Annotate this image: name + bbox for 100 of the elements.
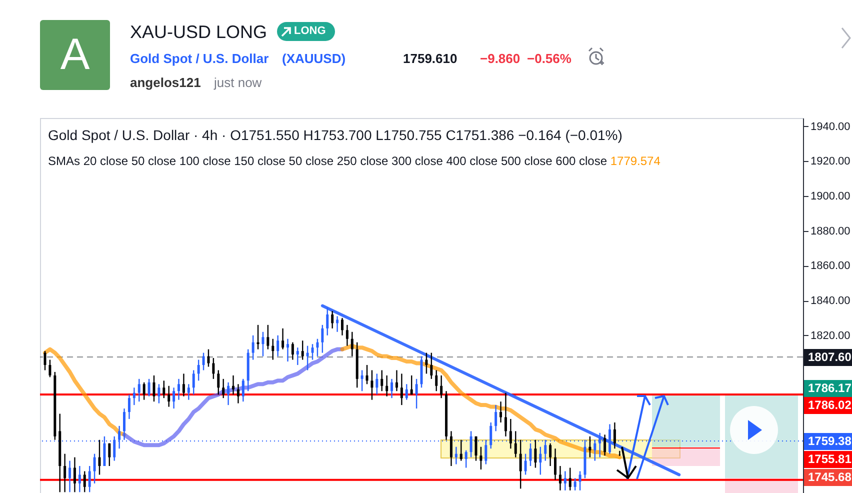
- candlestick: [405, 384, 408, 400]
- text: Gold Spot / U.S. Dollar: [130, 51, 269, 66]
- candlestick: [494, 404, 498, 432]
- text: 1786.17: [804, 380, 852, 397]
- candlestick: [390, 378, 394, 399]
- candlestick: [311, 343, 314, 360]
- candlestick: [44, 350, 46, 371]
- candlestick: [282, 328, 284, 350]
- candlestick: [509, 418, 512, 450]
- candlestick: [48, 359, 52, 378]
- candlestick: [430, 352, 433, 380]
- candlestick: [450, 430, 452, 467]
- text: XAU-USD LONG: [130, 22, 268, 43]
- y-tick-label: 1900.00: [810, 190, 850, 203]
- candlestick: [217, 370, 220, 396]
- candlestick: [132, 387, 136, 406]
- candlestick: [152, 374, 156, 402]
- ref-line-label: 1759.38: [804, 432, 852, 450]
- candlestick: [73, 456, 76, 493]
- candlestick: [192, 370, 195, 396]
- candlestick: [266, 324, 270, 350]
- candlestick: [386, 374, 388, 397]
- candlestick: [236, 384, 240, 404]
- candlestick: [539, 446, 542, 476]
- candlestick: [568, 467, 572, 491]
- candlestick: [395, 370, 398, 392]
- candlestick: [574, 478, 576, 491]
- y-tick-label: 1840.00: [810, 295, 850, 308]
- candlestick: [558, 465, 562, 491]
- text: 1755.81: [804, 451, 852, 468]
- candlestick: [549, 442, 552, 467]
- candlestick: [519, 439, 522, 490]
- text: 1759.610: [403, 51, 458, 66]
- annotation: 1779.574: [609, 154, 660, 168]
- candlestick: [440, 374, 443, 399]
- candlestick: [588, 436, 592, 458]
- candlestick: [291, 342, 294, 360]
- candlestick: [376, 373, 378, 396]
- candlestick: [366, 364, 368, 385]
- candlestick: [410, 374, 413, 396]
- candlestick: [464, 450, 468, 468]
- candlestick: [178, 378, 180, 400]
- candlestick: [128, 394, 130, 420]
- text: angelos121: [130, 75, 201, 90]
- text: 1745.68: [804, 469, 852, 486]
- candlestick: [123, 408, 126, 440]
- candlestick: [172, 387, 176, 410]
- candlestick: [182, 373, 185, 397]
- candlestick: [331, 310, 334, 330]
- candlestick: [242, 378, 244, 402]
- candlestick: [435, 370, 438, 392]
- candlestick: [93, 453, 96, 484]
- candlestick: [326, 306, 329, 336]
- candlestick: [227, 382, 230, 406]
- text: (XAUUSD): [282, 51, 346, 66]
- candlestick: [212, 357, 215, 380]
- candlestick: [350, 331, 354, 357]
- candlestick: [316, 338, 319, 357]
- text: −0.56%: [527, 51, 572, 66]
- ref-line-label: 1807.60: [804, 348, 852, 366]
- candlestick: [142, 382, 146, 400]
- text: −9.860: [480, 51, 520, 66]
- candlestick: [460, 439, 462, 462]
- candlestick: [346, 324, 348, 346]
- candlestick: [500, 400, 502, 424]
- y-tick-label: 1880.00: [810, 225, 850, 238]
- candlestick: [618, 450, 621, 457]
- candlestick: [187, 384, 190, 400]
- candlestick: [454, 446, 458, 465]
- candlestick: [480, 446, 482, 470]
- avatar-icon: A: [40, 20, 110, 90]
- candlestick: [168, 385, 170, 408]
- text: Gold Spot / U.S. Dollar · 4h · O1751.550 H1753.700 L1750.755 C1751.386 −0.164 (−0.01%): [48, 127, 622, 143]
- candlestick: [222, 378, 225, 399]
- candlestick: [296, 346, 299, 366]
- text: LONG: [294, 25, 326, 37]
- candlestick: [370, 370, 374, 400]
- candlestick: [534, 439, 537, 468]
- y-tick-label: 1820.00: [810, 330, 850, 342]
- candlestick: [504, 392, 507, 437]
- candlestick: [604, 434, 606, 456]
- candlestick: [232, 374, 234, 396]
- candlestick: [148, 378, 150, 397]
- candlestick: [262, 331, 264, 357]
- candlestick: [197, 359, 200, 382]
- candlestick: [78, 465, 81, 493]
- candlestick: [207, 348, 210, 368]
- candlestick: [380, 370, 384, 392]
- candlestick: [608, 424, 611, 454]
- candlestick: [613, 422, 616, 450]
- line-series: [122, 347, 344, 448]
- candlestick: [425, 352, 428, 374]
- candlestick: [158, 384, 160, 404]
- text: SMAs 20 close 50 close 100 close 150 close 50 close 250 close 300 close 400 close 500 close 600 close: [48, 154, 608, 168]
- candlestick: [400, 373, 403, 406]
- candlestick: [306, 345, 309, 371]
- candlestick: [88, 465, 91, 493]
- candlestick: [490, 422, 492, 450]
- text: just now: [214, 75, 262, 90]
- candlestick: [252, 334, 254, 360]
